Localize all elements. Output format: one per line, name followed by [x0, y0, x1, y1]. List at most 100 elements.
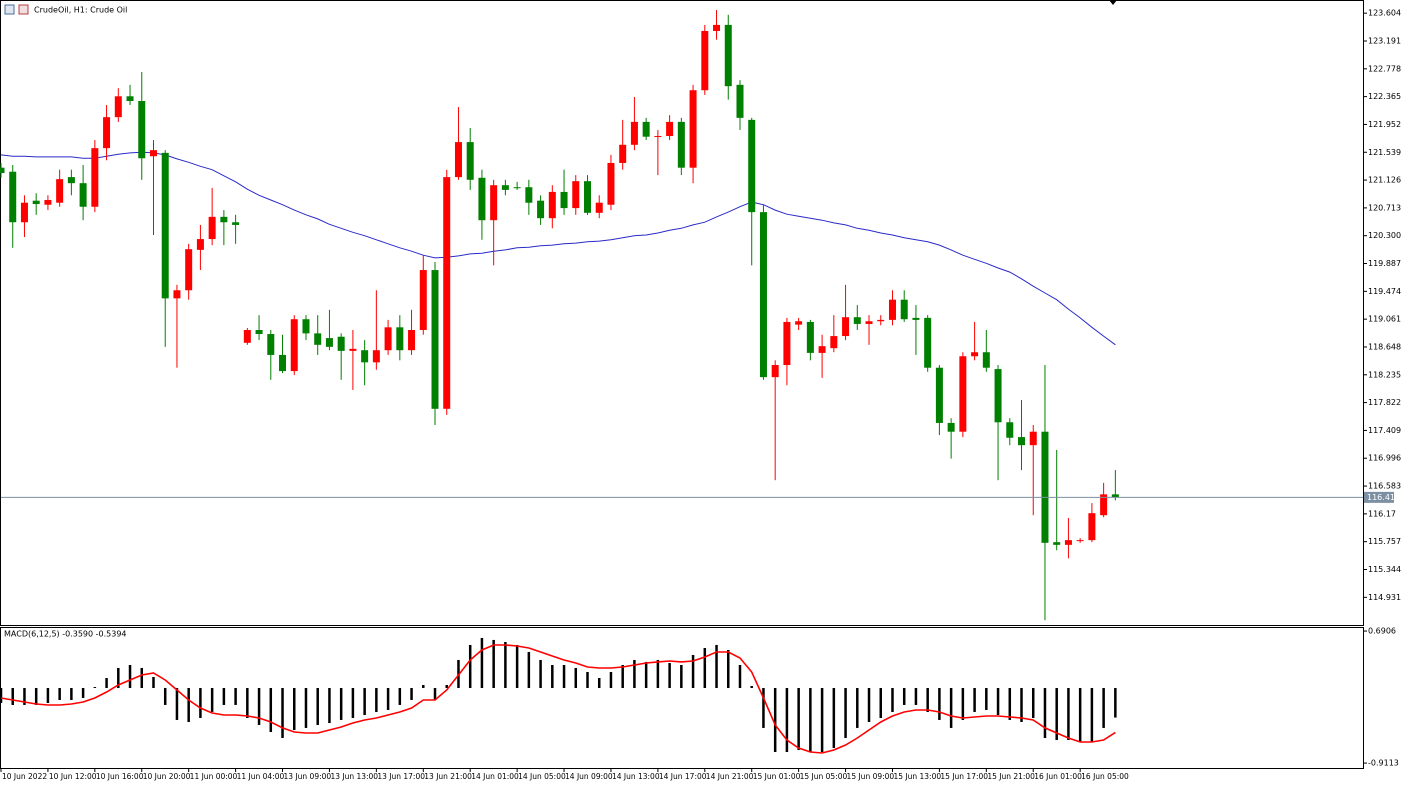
candle-body	[0, 167, 5, 174]
y-tick-label: 116.17	[1368, 509, 1396, 518]
candle-body	[595, 202, 603, 213]
candle-body	[713, 24, 721, 31]
macd-bar	[410, 687, 413, 701]
chart-title: CrudeOil, H1: Crude Oil	[34, 6, 127, 15]
y-tick-label: 120.300	[1368, 231, 1401, 240]
candle-body	[9, 171, 17, 223]
macd-bar	[879, 687, 882, 718]
candle-body	[501, 185, 509, 190]
x-tick-label: 15 Jun 17:00	[940, 772, 988, 781]
x-tick-label: 10 Jun 12:00	[49, 772, 97, 781]
macd-bar	[680, 664, 683, 688]
y-tick-label: 0.6906	[1368, 627, 1396, 636]
candle-body	[243, 330, 251, 343]
macd-bar	[562, 664, 566, 688]
macd-bar	[586, 671, 589, 688]
macd-bar	[773, 687, 777, 753]
candle-body	[830, 336, 838, 349]
y-tick-label: 119.887	[1368, 259, 1401, 268]
candle-body	[748, 119, 756, 213]
candle-body	[560, 191, 568, 209]
macd-bar	[715, 644, 718, 688]
macd-bar	[961, 687, 965, 720]
macd-bar	[762, 687, 765, 728]
candle-body	[537, 200, 545, 219]
candle-body	[877, 319, 885, 322]
macd-bar	[281, 687, 284, 739]
macd-bar	[351, 687, 355, 718]
macd-bar	[809, 687, 812, 753]
candle-body	[1076, 540, 1084, 542]
macd-bar	[23, 687, 26, 705]
candle-body	[1088, 513, 1096, 541]
x-tick-label: 14 Jun 09:00	[565, 772, 613, 781]
y-tick-label: 118.235	[1368, 370, 1401, 379]
macd-bar	[738, 664, 742, 688]
candle-body	[947, 422, 955, 432]
candle-body	[349, 348, 357, 351]
candle-body	[56, 179, 64, 203]
x-tick-label: 10 Jun 2022	[2, 772, 47, 781]
icon	[18, 4, 29, 15]
candle-body	[853, 317, 861, 324]
macd-bar	[949, 687, 953, 728]
candle-body	[771, 365, 779, 378]
candle-body	[220, 216, 228, 223]
candle-body	[396, 327, 404, 351]
candle-body	[208, 216, 216, 240]
macd-bar	[339, 687, 343, 720]
candle-body	[149, 150, 157, 157]
y-tick-label: 122.778	[1368, 64, 1401, 73]
candle-body	[1041, 431, 1049, 543]
candle-body	[337, 336, 345, 351]
candle-body	[361, 350, 369, 363]
macd-bar	[727, 649, 730, 688]
macd-bar	[1102, 687, 1105, 728]
y-tick-label: 119.474	[1368, 287, 1401, 296]
plot-layer: 123.604 123.191 122.778 122.365 121.952 121.5…	[0, 9, 1401, 781]
candle-body	[1029, 431, 1037, 446]
y-tick-label: 117.409	[1368, 426, 1401, 435]
macd-bar	[985, 687, 988, 710]
macd-bar	[832, 687, 836, 748]
macd-bar	[1020, 687, 1023, 723]
candle-body	[196, 239, 204, 250]
candle-body	[279, 354, 287, 372]
macd-bar	[539, 659, 542, 688]
x-tick-label: 14 Jun 21:00	[706, 772, 754, 781]
candle-body	[630, 121, 638, 145]
candle-body	[548, 191, 556, 219]
last-price-tag	[1364, 491, 1394, 503]
x-tick-label: 15 Jun 13:00	[893, 772, 941, 781]
candle-body	[44, 200, 52, 205]
candle-body	[267, 334, 275, 355]
macd-bar	[656, 659, 660, 688]
x-tick-label: 11 Jun 04:00	[237, 772, 285, 781]
macd-bar	[1008, 687, 1012, 720]
y-tick-label: 115.344	[1368, 565, 1401, 574]
candle-body	[91, 148, 99, 207]
candle-body	[314, 333, 322, 345]
macd-bar	[304, 687, 308, 728]
macd-bar	[574, 667, 578, 688]
y-tick-label: 118.648	[1368, 342, 1401, 351]
x-tick-label: 15 Jun 09:00	[847, 772, 895, 781]
y-tick-label: -0.9113	[1368, 759, 1399, 768]
macd-bar	[269, 687, 273, 732]
candle-body	[255, 330, 263, 335]
macd-bar	[58, 687, 61, 701]
macd-bar	[1055, 687, 1058, 740]
candle-body	[126, 96, 134, 102]
candle-body	[431, 270, 439, 409]
candle-body	[325, 338, 333, 347]
macd-bar	[105, 678, 108, 688]
macd-bar	[621, 664, 624, 688]
y-tick-label: 117.822	[1368, 398, 1401, 407]
signal-line	[0, 644, 1116, 754]
x-tick-label: 13 Jun 17:00	[377, 772, 425, 781]
macd-bar	[1067, 687, 1070, 740]
candle-body	[689, 90, 697, 168]
macd-bar	[1031, 687, 1035, 718]
candle-body	[443, 177, 451, 409]
